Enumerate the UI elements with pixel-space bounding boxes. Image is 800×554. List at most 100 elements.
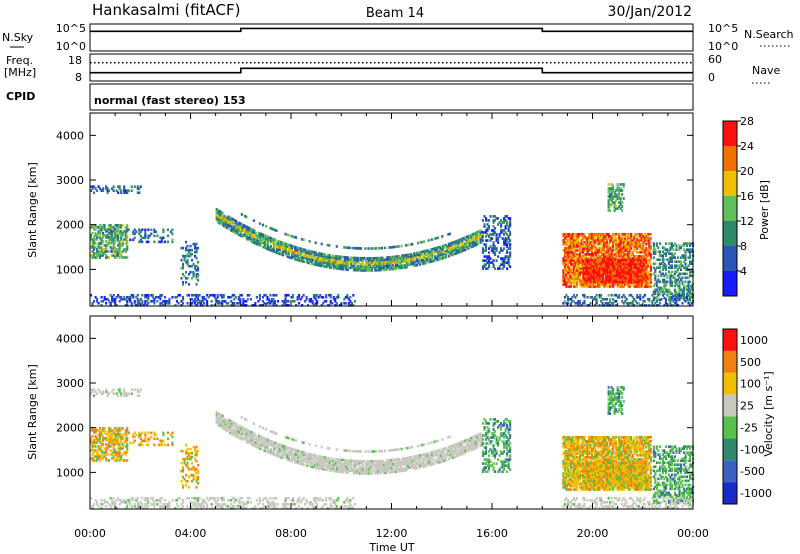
- echo-cell: [619, 207, 622, 210]
- echo-cell: [322, 258, 325, 262]
- echo-cell: [253, 237, 256, 241]
- echo-cell: [315, 257, 318, 261]
- echo-cell: [284, 299, 287, 303]
- echo-cell: [618, 285, 621, 288]
- echo-cell: [565, 267, 568, 270]
- echo-cell: [571, 255, 574, 258]
- echo-cell: [325, 299, 328, 303]
- echo-cell: [111, 230, 114, 233]
- echo-cell: [630, 255, 633, 258]
- echo-cell: [251, 232, 254, 236]
- echo-cell: [589, 234, 592, 238]
- echo-cell: [147, 500, 150, 504]
- echo-cell: [174, 303, 177, 307]
- echo-cell: [477, 236, 481, 239]
- echo-cell: [596, 278, 599, 282]
- echo-cell: [574, 295, 577, 299]
- echo-cell: [614, 274, 617, 278]
- echo-cell: [259, 240, 262, 243]
- echo-cell: [563, 281, 566, 284]
- echo-cell: [103, 500, 106, 504]
- echo-cell: [629, 266, 632, 270]
- echo-cell: [565, 301, 568, 305]
- echo-cell: [381, 266, 384, 270]
- echo-cell: [358, 269, 361, 272]
- echo-cell: [601, 232, 604, 236]
- echo-cell: [684, 264, 687, 268]
- echo-cell: [316, 261, 319, 265]
- echo-cell: [639, 262, 642, 266]
- echo-cell: [643, 251, 646, 254]
- echo-cell: [612, 270, 615, 274]
- echo-cell: [388, 262, 392, 265]
- echo-cell: [654, 278, 657, 282]
- echo-cell: [607, 253, 610, 256]
- echo-cell: [571, 277, 574, 280]
- echo-cell: [577, 238, 580, 242]
- echo-cell: [456, 245, 459, 249]
- echo-cell: [121, 453, 124, 456]
- echo-cell: [461, 249, 464, 253]
- echo-cell: [408, 257, 411, 260]
- echo-cell: [690, 284, 693, 288]
- echo-cell: [93, 256, 96, 259]
- echo-cell: [500, 229, 503, 232]
- echo-cell: [606, 238, 609, 242]
- echo-cell: [165, 299, 168, 303]
- echo-cell: [250, 231, 253, 235]
- echo-cell: [481, 231, 485, 234]
- echo-cell: [591, 274, 594, 278]
- echo-cell: [479, 233, 482, 237]
- echo-cell: [166, 502, 169, 506]
- echo-cell: [297, 250, 300, 254]
- echo-cell: [479, 241, 482, 245]
- echo-cell: [607, 232, 610, 236]
- echo-cell: [492, 219, 495, 222]
- echo-cell: [207, 498, 210, 502]
- echo-cell: [685, 288, 689, 292]
- echo-cell: [586, 264, 590, 268]
- echo-cell: [263, 246, 266, 250]
- echo-cell: [314, 295, 317, 299]
- echo-cell: [332, 297, 335, 301]
- echo-cell: [609, 247, 612, 250]
- echo-cell: [111, 248, 114, 251]
- echo-cell: [224, 221, 227, 225]
- echo-cell: [194, 301, 197, 305]
- echo-cell: [666, 258, 669, 262]
- echo-cell: [658, 280, 661, 284]
- echo-cell: [593, 276, 596, 280]
- nsearch-label: N.Search: [744, 28, 794, 41]
- echo-cell: [651, 301, 654, 305]
- echo-cell: [456, 243, 459, 247]
- echo-cell: [133, 299, 136, 303]
- echo-cell: [437, 254, 440, 257]
- echo-cell: [632, 280, 635, 284]
- echo-cell: [566, 265, 569, 268]
- echo-cell: [127, 498, 130, 502]
- echo-cell: [652, 244, 655, 247]
- echo-cell: [504, 241, 507, 244]
- echo-cell: [501, 221, 504, 224]
- echo-cell: [568, 269, 571, 272]
- echo-cell: [646, 279, 649, 282]
- echo-cell: [121, 443, 124, 446]
- echo-cell: [191, 276, 194, 280]
- echo-cell: [578, 261, 582, 264]
- echo-cell: [144, 293, 147, 297]
- echo-cell: [678, 248, 681, 251]
- echo-cell: [144, 230, 147, 234]
- echo-cell: [459, 238, 462, 241]
- echo-cell: [646, 234, 649, 238]
- echo-cell: [260, 239, 263, 242]
- echo-cell: [93, 299, 96, 303]
- echo-cell: [642, 236, 645, 240]
- echo-cell: [584, 245, 588, 248]
- echo-cell: [303, 250, 306, 254]
- echo-cell: [630, 247, 633, 250]
- echo-cell: [318, 252, 321, 255]
- echo-cell: [112, 457, 115, 460]
- echo-cell: [636, 283, 639, 286]
- echo-cell: [597, 274, 600, 278]
- echo-cell: [479, 229, 482, 233]
